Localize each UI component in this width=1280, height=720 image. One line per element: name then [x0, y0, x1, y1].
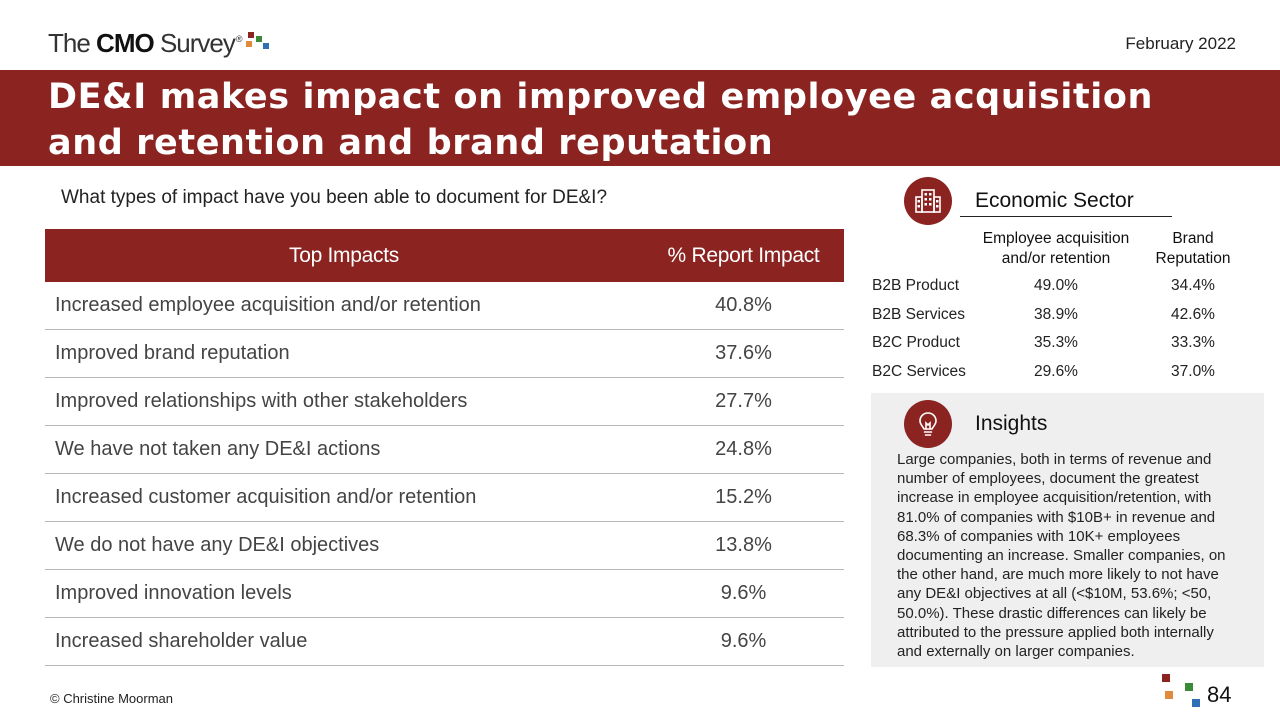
survey-question: What types of impact have you been able … — [61, 187, 608, 208]
insights-text: Large companies, both in terms of revenu… — [897, 451, 1226, 661]
impact-label: We do not have any DE&I objectives — [45, 521, 643, 570]
sector-brand-value: 37.0% — [1171, 363, 1215, 380]
table-row: Increased customer acquisition and/or re… — [45, 473, 844, 522]
impact-label: Improved relationships with other stakeh… — [45, 377, 643, 426]
logo-registered-mark: ® — [235, 33, 243, 44]
impact-label: Improved brand reputation — [45, 329, 643, 378]
impact-value: 27.7% — [643, 377, 844, 426]
impact-label: We have not taken any DE&I actions — [45, 425, 643, 474]
sector-name: B2C Services — [872, 363, 966, 380]
sector-brand-value: 42.6% — [1171, 306, 1215, 323]
cmo-survey-logo: The CMO Survey® — [48, 26, 278, 60]
sector-brand-value: 33.3% — [1171, 334, 1215, 351]
sector-name: B2B Services — [872, 306, 966, 323]
sector-employee-value: 29.6% — [1034, 363, 1078, 380]
table-row: We do not have any DE&I objectives 13.8% — [45, 521, 844, 570]
impact-label: Increased shareholder value — [45, 617, 643, 666]
impact-value: 9.6% — [643, 617, 844, 666]
impact-value: 24.8% — [643, 425, 844, 474]
impact-label: Improved innovation levels — [45, 569, 643, 618]
sector-employee-value: 38.9% — [1034, 306, 1078, 323]
lightbulb-icon — [904, 400, 952, 448]
report-date: February 2022 — [1125, 34, 1236, 53]
sector-employee-value: 49.0% — [1034, 277, 1078, 294]
logo-squares-icon — [244, 26, 278, 60]
copyright: © Christine Moorman — [50, 691, 174, 706]
logo-text: The CMO Survey® — [48, 28, 242, 59]
impact-label: Increased employee acquisition and/or re… — [45, 282, 643, 330]
header-top-impacts: Top Impacts — [45, 229, 643, 282]
logo-word-survey: Survey — [159, 27, 236, 58]
impact-value: 37.6% — [643, 329, 844, 378]
sector-title-underline — [960, 216, 1172, 217]
impact-table: Top Impacts % Report Impact Increased em… — [45, 229, 844, 666]
lightbulb-icon-glyph — [919, 412, 937, 436]
sector-name: B2C Product — [872, 334, 960, 351]
sector-row: B2C Product 35.3% 33.3% — [872, 334, 1252, 362]
table-row: Increased employee acquisition and/or re… — [45, 282, 844, 330]
sector-row: B2B Services 38.9% 42.6% — [872, 306, 1252, 334]
table-header-row: Top Impacts % Report Impact — [45, 229, 844, 282]
table-row: Increased shareholder value 9.6% — [45, 617, 844, 666]
table-row: Improved brand reputation 37.6% — [45, 329, 844, 378]
sector-name: B2B Product — [872, 277, 960, 294]
page-number: 84 — [1207, 682, 1232, 707]
sector-brand-value: 34.4% — [1171, 277, 1215, 294]
building-icon-glyph — [915, 189, 941, 213]
sector-row: B2C Services 29.6% 37.0% — [872, 363, 1252, 391]
page-title: DE&I makes impact on improved employee a… — [48, 77, 1154, 163]
title-band — [0, 70, 1280, 166]
sector-header-employee: Employee acquisition and/or retention — [982, 230, 1130, 267]
logo-word-cmo: CMO — [96, 27, 155, 58]
impact-value: 15.2% — [643, 473, 844, 522]
sector-header-brand: Brand Reputation — [1155, 230, 1231, 267]
table-row: Improved innovation levels 9.6% — [45, 569, 844, 618]
table-row: We have not taken any DE&I actions 24.8% — [45, 425, 844, 474]
logo-word-the: The — [48, 27, 91, 58]
sector-employee-value: 35.3% — [1034, 334, 1078, 351]
brand-squares-icon — [1162, 674, 1202, 710]
sector-row: B2B Product 49.0% 34.4% — [872, 277, 1252, 305]
impact-value: 9.6% — [643, 569, 844, 618]
insights-title: Insights — [975, 412, 1048, 435]
header-report-impact: % Report Impact — [643, 229, 844, 282]
impact-value: 13.8% — [643, 521, 844, 570]
impact-value: 40.8% — [643, 282, 844, 330]
table-row: Improved relationships with other stakeh… — [45, 377, 844, 426]
building-icon — [904, 177, 952, 225]
impact-label: Increased customer acquisition and/or re… — [45, 473, 643, 522]
economic-sector-title: Economic Sector — [975, 189, 1134, 212]
